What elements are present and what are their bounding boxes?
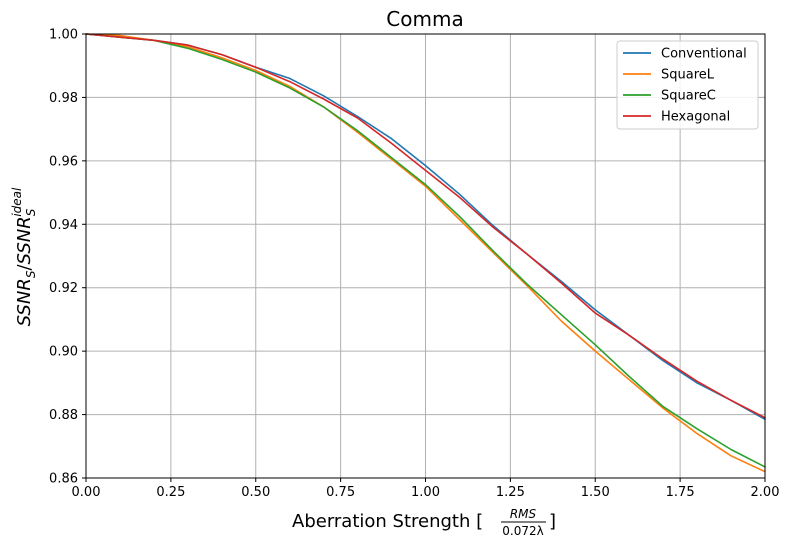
x-tick-label: 1.00	[411, 485, 440, 500]
series-line-hexagonal	[85, 33, 766, 419]
x-axis-label: Aberration Strength [ RMS 0.072λ ]	[292, 507, 556, 538]
y-axis-label-den-sup: ideal	[10, 187, 24, 217]
y-tick-label: 0.90	[49, 345, 78, 360]
y-axis-label: SSNRS/SSNRSideal	[10, 187, 38, 326]
x-axis-label-denominator: 0.072λ	[502, 524, 543, 538]
svg-text:SSNRS/SSNRSideal: SSNRS/SSNRSideal	[10, 187, 38, 326]
y-tick-label: 0.96	[49, 154, 78, 169]
legend-label-squarec: SquareC	[661, 89, 716, 104]
x-tick-label: 1.75	[666, 485, 695, 500]
x-tick-label: 1.25	[496, 485, 525, 500]
legend-label-hexagonal: Hexagonal	[661, 110, 730, 125]
x-axis-label-numerator: RMS	[510, 507, 537, 521]
x-tick-label: 0.50	[241, 485, 270, 500]
x-tick-label: 0.25	[156, 485, 185, 500]
x-axis-label-text: Aberration Strength [	[292, 511, 483, 532]
x-tick-label: 1.50	[581, 485, 610, 500]
y-axis-label-den-base: SSNR	[14, 216, 35, 264]
legend-label-squarel: SquareL	[661, 68, 715, 83]
y-tick-label: 0.98	[49, 91, 78, 106]
series-layer	[85, 33, 766, 473]
legend-box	[616, 40, 759, 130]
legend-label-conventional: Conventional	[661, 47, 747, 62]
x-tick-label: 0.75	[326, 485, 355, 500]
series-line-squarec	[85, 33, 766, 468]
chart-title: Comma	[386, 7, 463, 31]
y-axis-ticks: 0.86 0.88 0.90 0.92 0.94 0.96 0.98 1.00	[49, 28, 86, 487]
x-tick-label: 0.00	[72, 485, 101, 500]
y-tick-label: 0.92	[49, 281, 78, 296]
y-tick-label: 0.88	[49, 408, 78, 423]
y-axis-label-den-sub: S	[24, 208, 38, 216]
x-tick-label: 2.00	[751, 485, 780, 500]
x-axis-ticks: 0.00 0.25 0.50 0.75 1.00 1.25 1.50 1.75 2.00	[72, 478, 780, 500]
series-line-squarel	[85, 33, 766, 473]
x-axis-label-suffix: ]	[549, 511, 556, 532]
y-tick-label: 0.86	[49, 472, 78, 487]
y-tick-label: 1.00	[49, 28, 78, 43]
y-axis-label-num-sub: S	[24, 270, 38, 278]
y-axis-label-slash: /	[14, 264, 35, 271]
y-tick-label: 0.94	[49, 218, 78, 233]
legend: Conventional SquareL SquareC Hexagonal	[616, 40, 759, 130]
y-axis-label-num-base: SSNR	[14, 278, 35, 326]
